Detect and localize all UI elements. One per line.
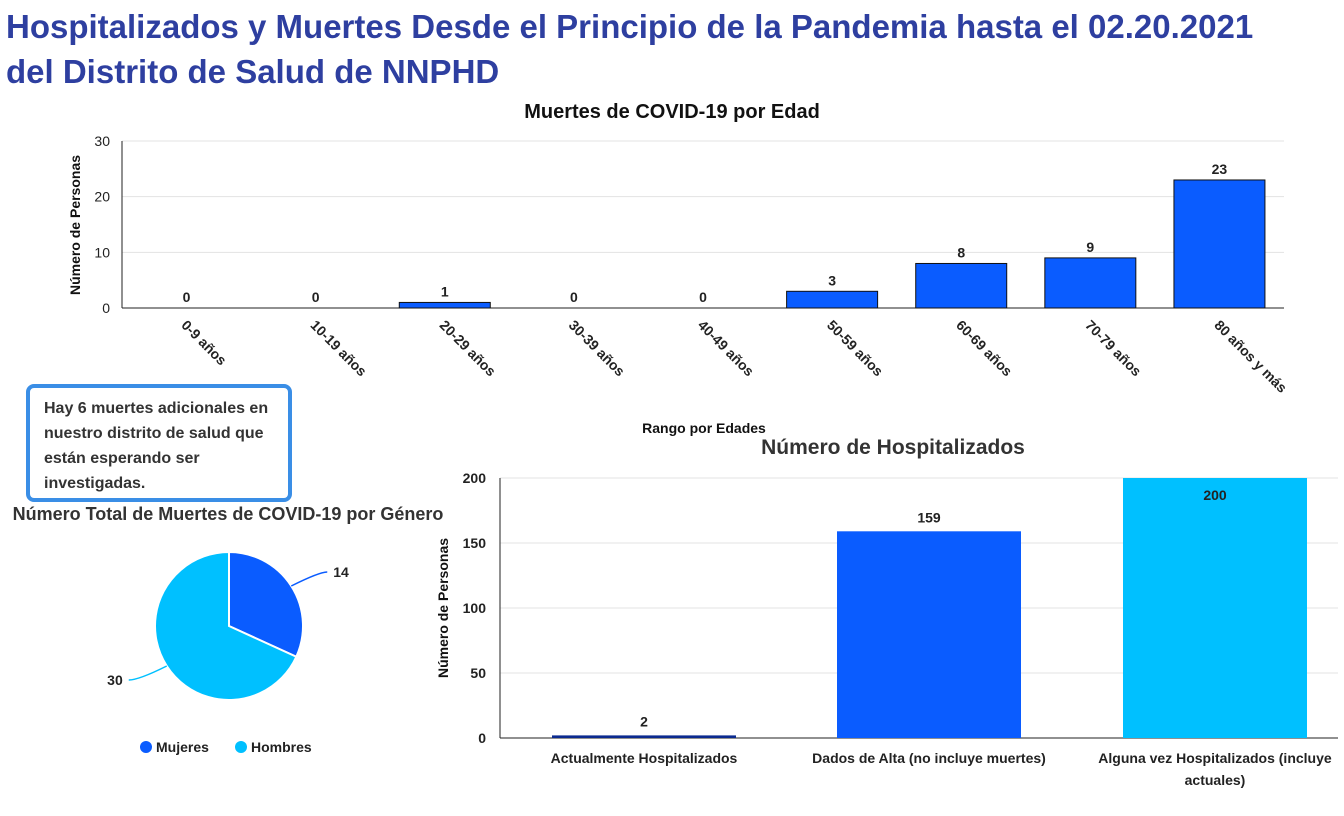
legend-swatch-hombres [235,741,247,753]
age-deaths-chart: Muertes de COVID-19 por Edad Número de P… [67,101,1290,436]
hosp-bar-value-label: 159 [917,509,941,525]
age-bar [1173,179,1266,309]
age-y-tick-label: 10 [94,244,110,260]
hosp-bar [552,735,736,738]
pie-slice-mujeres [228,550,304,659]
pending-deaths-note: Hay 6 muertes adicionales en nuestro dis… [26,384,292,502]
age-y-tick-label: 20 [94,189,110,205]
age-bar-value-label: 3 [828,272,836,288]
age-bar-value-label: 23 [1212,161,1228,177]
legend-label-mujeres: Mujeres [156,739,209,755]
age-bar-value-label: 9 [1086,239,1094,255]
page-title: Hospitalizados y Muertes Desde el Princi… [6,4,1336,94]
age-y-tick-label: 30 [94,133,110,149]
age-bar-value-label: 1 [441,283,449,299]
age-chart-xlabel: Rango por Edades [642,420,766,436]
pie-chart-title: Número Total de Muertes de COVID-19 por … [13,504,444,524]
hosp-x-tick-label: Dados de Alta (no incluye muertes) [812,750,1046,766]
hosp-chart-ylabel: Número de Personas [435,538,451,678]
page-title-line1: Hospitalizados y Muertes Desde el Princi… [6,8,1254,45]
age-bar [915,262,1008,309]
age-bar-value-label: 0 [312,289,320,305]
hosp-y-tick-label: 50 [470,665,486,681]
hosp-bar [837,531,1021,738]
hosp-x-tick-label: Actualmente Hospitalizados [551,750,738,766]
pie-leader-line [128,665,168,681]
age-chart-ylabel: Número de Personas [67,155,83,295]
pie-leader-line [290,571,328,587]
hosp-x-tick-label-line: Alguna vez Hospitalizados (incluye [1098,750,1332,766]
hosp-y-tick-label: 200 [463,470,487,486]
page-title-line2: del Distrito de Salud de NNPHD [6,53,500,90]
legend-label-hombres: Hombres [251,739,312,755]
hosp-chart-title: Número de Hospitalizados [761,436,1025,459]
age-bar-value-label: 0 [699,289,707,305]
age-bar-value-label: 0 [183,289,191,305]
gender-deaths-pie-chart: Número Total de Muertes de COVID-19 por … [13,504,444,755]
hosp-y-tick-label: 150 [463,535,487,551]
hosp-y-tick-label: 0 [478,730,486,746]
age-bar [398,301,491,309]
age-bar-value-label: 0 [570,289,578,305]
legend-swatch-mujeres [140,741,152,753]
hosp-x-tick-label: Alguna vez Hospitalizados (incluye actual… [1098,750,1332,788]
age-bar [1044,257,1137,309]
pie-slice-value-label: 14 [333,564,349,580]
age-chart-title: Muertes de COVID-19 por Edad [524,101,820,123]
age-y-tick-label: 0 [102,300,110,316]
age-bar-value-label: 8 [957,244,965,260]
hosp-bar-value-label: 200 [1203,487,1227,503]
hosp-bar [1123,478,1307,738]
pie-slice-value-label: 30 [107,672,123,688]
age-bar [786,290,879,309]
hosp-bar-value-label: 2 [640,713,648,729]
pie-slice-hombres [154,550,298,701]
hosp-y-tick-label: 100 [463,600,487,616]
hosp-x-tick-label-line: actuales) [1185,772,1246,788]
